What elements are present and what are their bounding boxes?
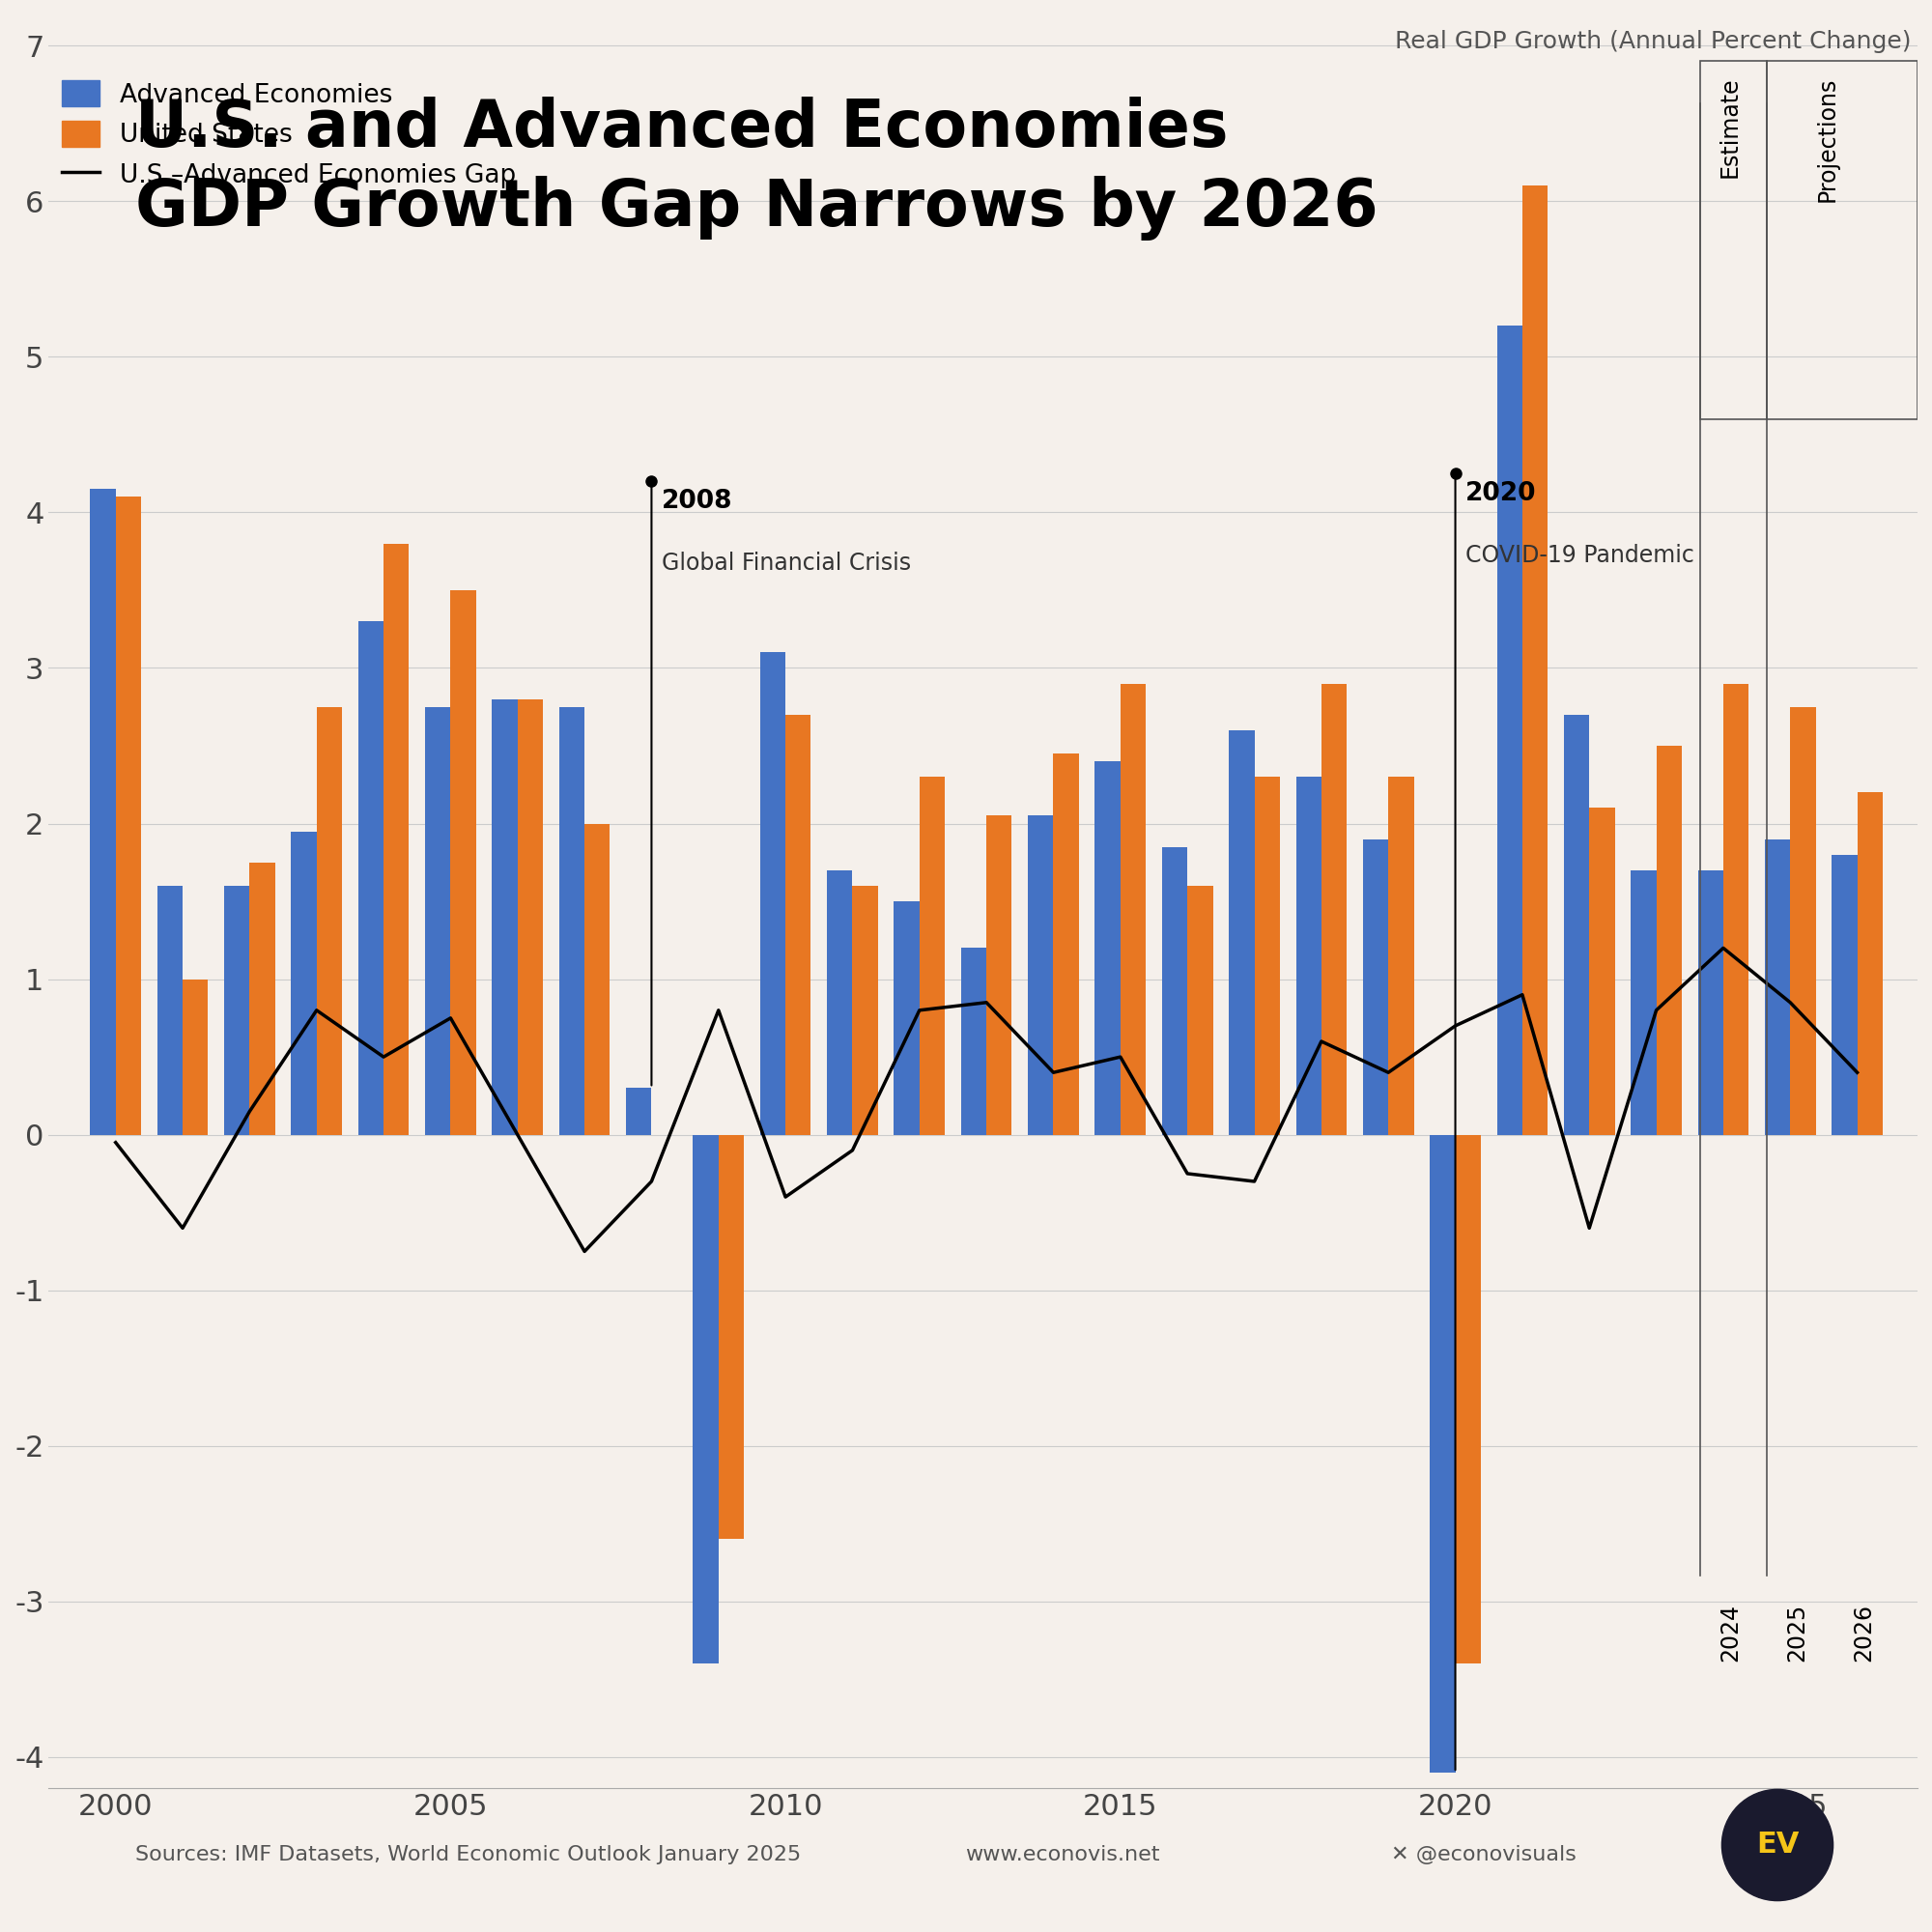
Bar	[786, 715, 811, 1134]
Bar	[1723, 684, 1748, 1134]
Bar	[852, 885, 877, 1134]
Bar	[895, 902, 920, 1134]
Bar	[1522, 185, 1548, 1134]
Text: 2024: 2024	[1718, 1604, 1741, 1662]
Bar	[920, 777, 945, 1134]
Circle shape	[1721, 1789, 1833, 1901]
Bar	[1254, 777, 1279, 1134]
Text: 2020: 2020	[1464, 481, 1536, 506]
Bar	[1321, 684, 1347, 1134]
Bar	[1028, 815, 1053, 1134]
Bar	[585, 823, 611, 1134]
Bar	[1095, 761, 1121, 1134]
Bar	[1389, 777, 1414, 1134]
Text: 2026: 2026	[1853, 1604, 1876, 1662]
Bar	[1430, 1134, 1455, 1774]
Text: Projections: Projections	[1816, 77, 1839, 201]
Bar	[626, 1088, 651, 1134]
Bar	[1631, 869, 1656, 1134]
Bar	[116, 497, 141, 1134]
Bar	[759, 653, 786, 1134]
Bar	[960, 949, 987, 1134]
Text: Estimate: Estimate	[1718, 77, 1741, 178]
Bar	[1857, 792, 1882, 1134]
Bar	[987, 815, 1012, 1134]
Bar	[1188, 885, 1213, 1134]
Bar	[827, 869, 852, 1134]
Bar	[1455, 1134, 1480, 1663]
Bar	[1362, 838, 1389, 1134]
Bar	[1832, 854, 1857, 1134]
Bar	[694, 1134, 719, 1663]
Bar	[91, 489, 116, 1134]
Bar	[384, 543, 410, 1134]
Bar	[425, 707, 450, 1134]
Text: Real GDP Growth (Annual Percent Change): Real GDP Growth (Annual Percent Change)	[1395, 31, 1911, 54]
Bar	[1053, 753, 1078, 1134]
Bar	[1121, 684, 1146, 1134]
Bar	[317, 707, 342, 1134]
Text: ✕ @econovisuals: ✕ @econovisuals	[1391, 1845, 1577, 1864]
Bar	[292, 831, 317, 1134]
Bar	[1791, 707, 1816, 1134]
Bar	[1590, 808, 1615, 1134]
Bar	[1296, 777, 1321, 1134]
Text: Global Financial Crisis: Global Financial Crisis	[661, 551, 910, 574]
Bar	[1656, 746, 1681, 1134]
Bar	[1229, 730, 1254, 1134]
Text: www.econovis.net: www.econovis.net	[966, 1845, 1159, 1864]
Text: COVID-19 Pandemic: COVID-19 Pandemic	[1464, 543, 1694, 566]
Bar	[224, 885, 249, 1134]
Bar	[1764, 838, 1791, 1134]
Bar	[249, 862, 274, 1134]
Bar	[357, 622, 384, 1134]
Text: U.S. and Advanced Economies
GDP Growth Gap Narrows by 2026: U.S. and Advanced Economies GDP Growth G…	[135, 97, 1378, 240]
Text: 2025: 2025	[1785, 1604, 1808, 1662]
Text: 2008: 2008	[661, 489, 732, 514]
Bar	[1161, 846, 1188, 1134]
Bar	[1563, 715, 1590, 1134]
Bar	[493, 699, 518, 1134]
Bar	[184, 980, 209, 1134]
Bar	[719, 1134, 744, 1540]
Bar	[450, 589, 475, 1134]
Bar	[558, 707, 585, 1134]
Text: Sources: IMF Datasets, World Economic Outlook January 2025: Sources: IMF Datasets, World Economic Ou…	[135, 1845, 802, 1864]
Bar	[1497, 327, 1522, 1134]
Bar	[518, 699, 543, 1134]
Legend: Advanced Economies, United States, U.S.–Advanced Economies Gap: Advanced Economies, United States, U.S.–…	[62, 81, 516, 187]
Bar	[156, 885, 184, 1134]
Bar	[1698, 869, 1723, 1134]
Text: EV: EV	[1756, 1832, 1799, 1859]
